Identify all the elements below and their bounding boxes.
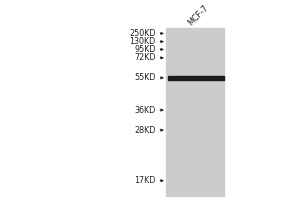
Text: 95KD: 95KD (134, 45, 156, 54)
Text: 17KD: 17KD (134, 176, 156, 185)
Text: 72KD: 72KD (134, 53, 156, 62)
Text: 28KD: 28KD (134, 126, 156, 135)
Text: 36KD: 36KD (135, 106, 156, 115)
Text: 130KD: 130KD (130, 37, 156, 46)
Text: 55KD: 55KD (134, 73, 156, 82)
Text: MCF-7: MCF-7 (186, 3, 210, 27)
Text: 250KD: 250KD (129, 29, 156, 38)
Bar (168, 76, 224, 80)
Bar (166, 28, 224, 197)
